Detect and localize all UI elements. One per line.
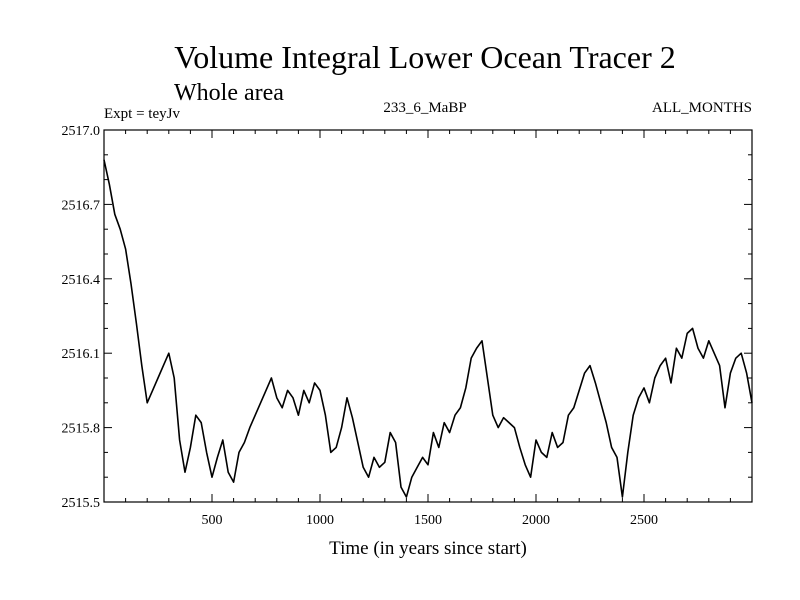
y-tick-label: 2516.4 bbox=[62, 273, 101, 288]
y-tick-label: 2515.5 bbox=[62, 496, 101, 511]
months-label: ALL_MONTHS bbox=[652, 100, 752, 116]
x-tick-label: 1500 bbox=[414, 513, 442, 528]
x-axis: 500 1000 1500 2000 2500 bbox=[125, 130, 731, 528]
x-tick-label: 2500 bbox=[630, 513, 658, 528]
x-axis-label: Time (in years since start) bbox=[329, 538, 527, 559]
period-label: 233_6_MaBP bbox=[383, 100, 466, 116]
y-tick-label: 2517.0 bbox=[62, 124, 101, 139]
series-line bbox=[103, 159, 753, 498]
chart-subtitle: Whole area bbox=[174, 80, 284, 106]
chart-title: Volume Integral Lower Ocean Tracer 2 bbox=[174, 39, 675, 75]
y-tick-label: 2516.7 bbox=[62, 198, 101, 213]
experiment-label: Expt = teyJv bbox=[104, 106, 180, 122]
y-tick-label: 2515.8 bbox=[62, 422, 101, 437]
y-axis: 2515.5 2515.8 2516.1 2516.4 2516.7 2517.0 bbox=[62, 124, 752, 511]
x-tick-label: 2000 bbox=[522, 513, 550, 528]
x-tick-label: 1000 bbox=[306, 513, 334, 528]
x-tick-label: 500 bbox=[202, 513, 223, 528]
plot-frame bbox=[103, 129, 753, 503]
series-layer bbox=[103, 159, 753, 498]
y-tick-label: 2516.1 bbox=[62, 347, 101, 362]
